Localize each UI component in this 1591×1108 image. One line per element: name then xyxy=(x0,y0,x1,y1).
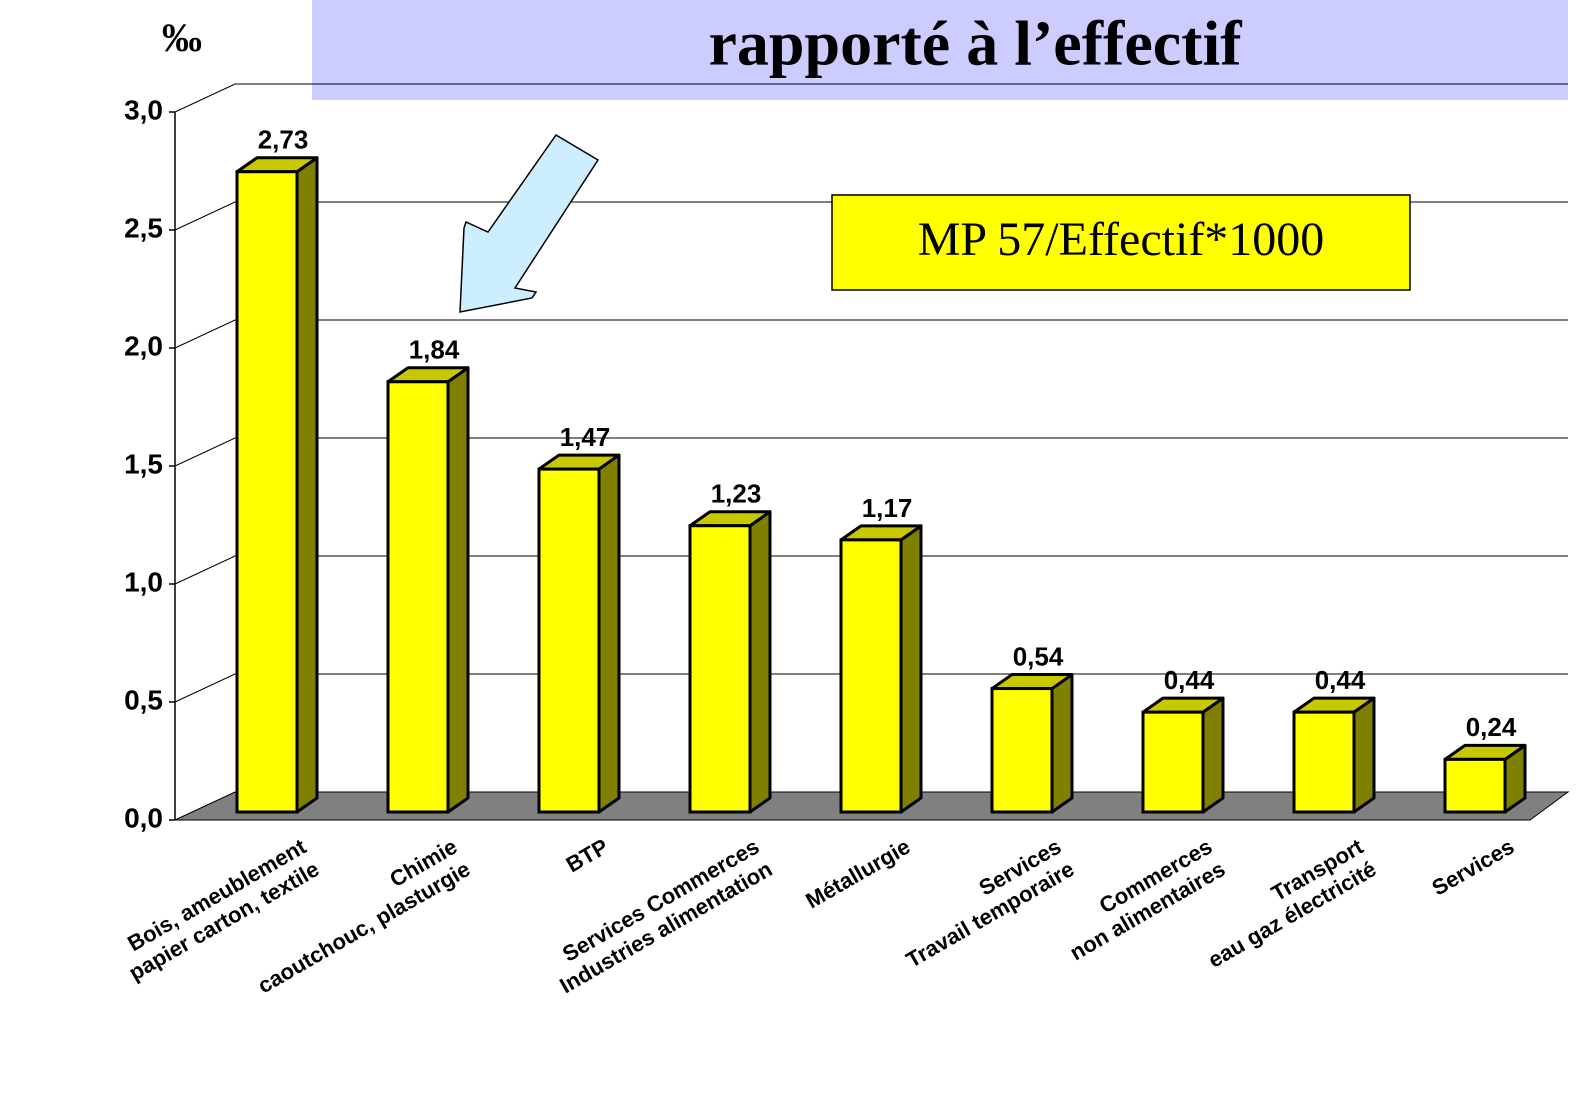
bar-front xyxy=(386,380,450,814)
arrow xyxy=(459,133,600,313)
grid-line xyxy=(174,437,1568,467)
bar-side xyxy=(446,366,470,814)
grid-line xyxy=(174,673,1568,703)
x-tick-label-line: Services xyxy=(1428,834,1519,901)
value-label: 0,24 xyxy=(1466,712,1517,742)
bar xyxy=(386,366,470,814)
y-axis-label: ‰ xyxy=(162,15,202,60)
y-tick-label: 3,0 xyxy=(124,94,163,125)
value-label: 1,17 xyxy=(862,493,913,523)
value-label: 0,54 xyxy=(1013,641,1064,671)
x-tick-label: BTP xyxy=(562,834,613,878)
bar-front xyxy=(1141,710,1205,814)
bar xyxy=(688,510,772,814)
bar xyxy=(235,156,319,814)
bar-side xyxy=(748,510,772,814)
bar-front xyxy=(839,538,903,814)
grid-line xyxy=(174,555,1568,585)
bar xyxy=(839,524,923,814)
bar-side xyxy=(1201,696,1225,814)
bar xyxy=(1292,696,1376,814)
value-label: 1,47 xyxy=(560,422,611,452)
y-tick-label: 2,5 xyxy=(124,212,163,243)
grid-line xyxy=(174,83,1568,113)
bar xyxy=(1141,696,1225,814)
bar-side xyxy=(295,156,319,814)
value-label: 2,73 xyxy=(258,125,309,155)
y-tick-label: 2,0 xyxy=(124,330,163,361)
y-tick-label: 1,0 xyxy=(124,566,163,597)
y-tick-label: 0,0 xyxy=(124,802,163,833)
value-label: 0,44 xyxy=(1164,665,1215,695)
bar-side xyxy=(597,453,621,814)
grid-line xyxy=(174,319,1568,349)
chart-title: rapporté à l’effectif xyxy=(708,8,1242,79)
bar-side xyxy=(899,524,923,814)
bar-side xyxy=(1050,673,1074,814)
annotation-box xyxy=(831,194,1411,291)
value-label: 1,23 xyxy=(711,479,762,509)
bar-side xyxy=(1352,696,1376,814)
x-tick-label-line: BTP xyxy=(562,834,613,878)
bar-front xyxy=(537,467,601,814)
y-tick-label: 1,5 xyxy=(124,448,163,479)
value-label: 0,44 xyxy=(1315,665,1366,695)
x-tick-label: Services xyxy=(1428,834,1519,901)
bar-front xyxy=(688,524,752,814)
y-tick-label: 0,5 xyxy=(124,684,163,715)
bar-front xyxy=(1292,710,1356,814)
x-tick-label-line: Métallurgie xyxy=(801,834,914,914)
value-label: 1,84 xyxy=(409,335,460,365)
bar-front xyxy=(235,170,299,814)
bar xyxy=(990,673,1074,814)
title-banner xyxy=(312,0,1568,100)
bar-front xyxy=(990,687,1054,814)
x-tick-label: Métallurgie xyxy=(801,834,914,914)
bar xyxy=(537,453,621,814)
bar xyxy=(1443,743,1527,814)
annotation: MP 57/Effectif*1000 xyxy=(918,213,1325,266)
bar-front xyxy=(1443,757,1507,814)
